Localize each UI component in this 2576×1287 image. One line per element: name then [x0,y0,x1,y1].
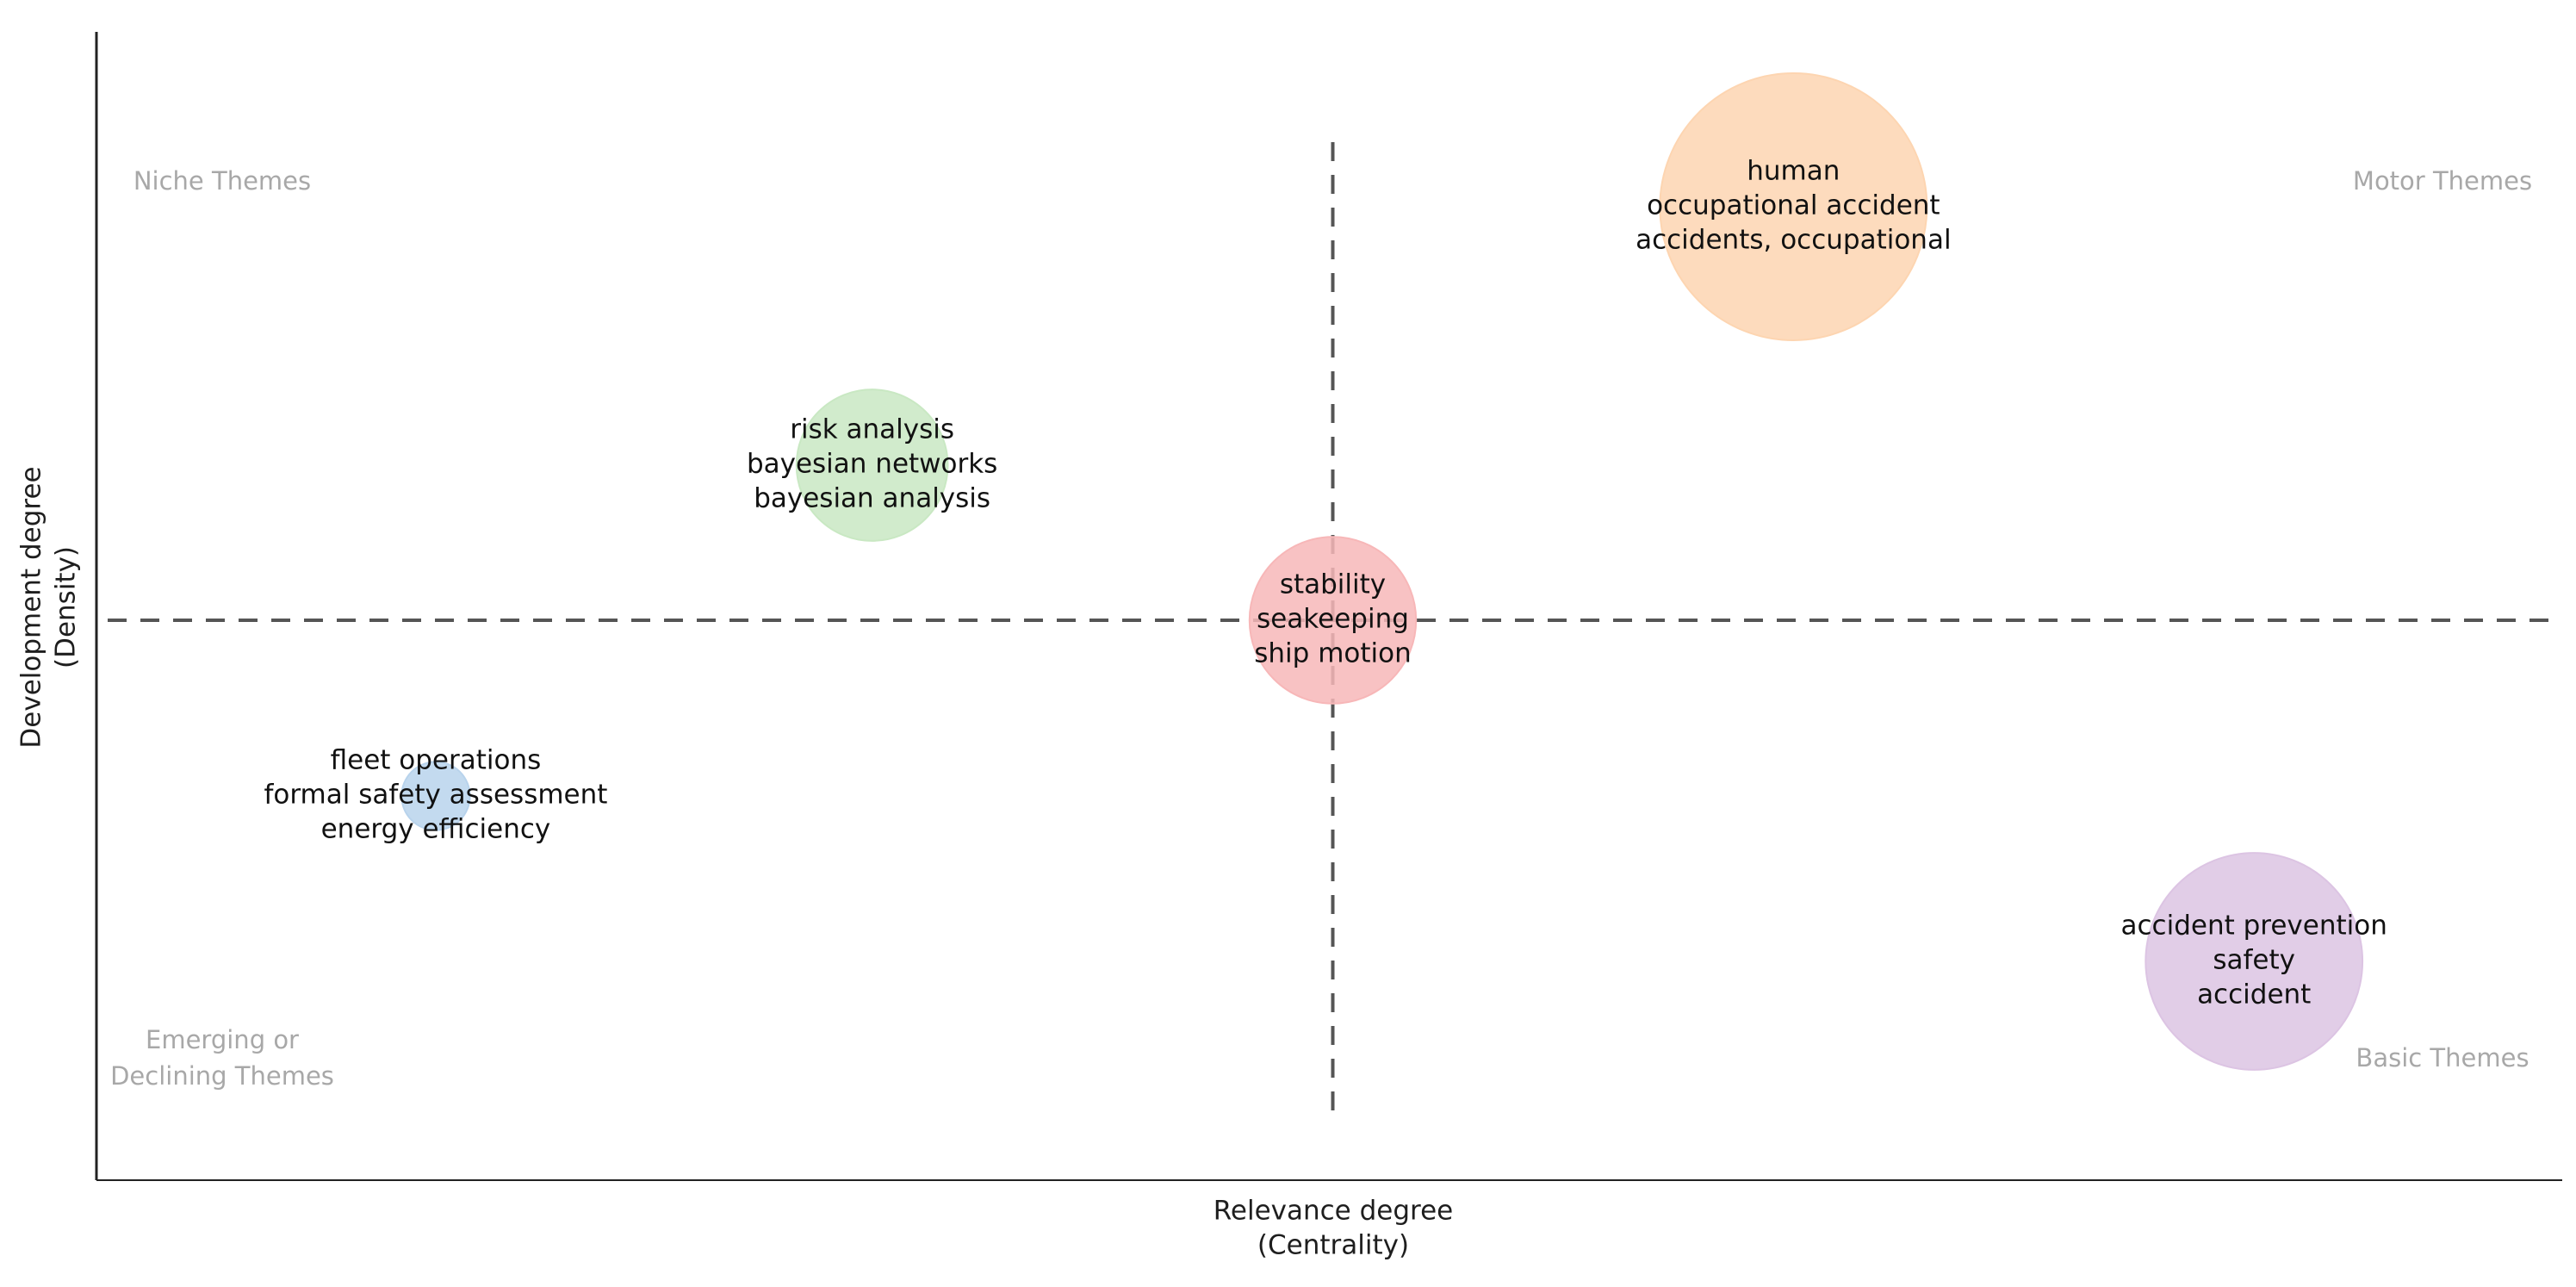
cluster-label-3-line: energy efficiency [321,814,551,845]
quadrant-label-motor-line: Motor Themes [2353,166,2532,196]
bubble-labels: human occupational accident accidents, occ… [264,156,2387,1010]
quadrant-label-emerging-line: Emerging or [146,1025,299,1054]
cluster-bubble-2 [1248,536,1418,705]
quadrant-label-emerging-line: Declining Themes [110,1061,334,1091]
cluster-label-2: stability seakeeping ship motion [1254,569,1412,669]
cluster-label-3: fleet operations formal safety assessment… [264,745,607,845]
cluster-label-4-line: accident prevention [2121,911,2387,942]
cluster-bubble-3 [400,761,471,831]
cluster-label-1: risk analysis bayesian networks bayesian a… [747,414,997,514]
quadrant-label-motor: Motor Themes [2353,166,2532,196]
quadrant-label-niche-line: Niche Themes [133,166,311,196]
quadrant-labels: Niche Themes Motor Themes Emerging or Decli… [110,166,2532,1091]
cluster-label-3-line: fleet operations [331,745,542,776]
cluster-label-1-line: bayesian analysis [754,483,990,514]
cluster-label-0: human occupational accident accidents, occ… [1636,156,1951,256]
quadrant-label-emerging: Emerging or Declining Themes [110,1025,334,1091]
cluster-label-4-line: accident [2197,979,2311,1010]
cluster-label-4-line: safety [2213,945,2295,976]
cluster-label-0-line: human [1747,156,1840,187]
cluster-label-0-line: accidents, occupational [1636,225,1951,256]
quadrant-label-niche: Niche Themes [133,166,311,196]
cluster-label-0-line: occupational accident [1647,190,1940,221]
cluster-label-3-line: formal safety assessment [264,780,607,811]
x-axis-title-line: (Centrality) [1257,1230,1409,1261]
axes: Relevance degree (Centrality) Development … [16,32,2562,1261]
cluster-bubble-4 [2145,852,2364,1071]
cluster-label-2-line: seakeeping [1257,604,1409,635]
cluster-bubble-1 [795,389,949,542]
cluster-label-1-line: bayesian networks [747,449,997,480]
cluster-label-1-line: risk analysis [790,414,954,445]
cluster-label-2-line: stability [1280,569,1386,600]
y-axis-title: Development degree (Density) [16,466,82,748]
bubbles [400,72,2364,1071]
x-axis-title-line: Relevance degree [1214,1196,1454,1227]
x-axis-title: Relevance degree (Centrality) [1214,1196,1454,1261]
y-axis-title-line: (Density) [51,546,82,668]
cluster-label-2-line: ship motion [1254,638,1412,669]
cluster-bubble-0 [1659,72,1928,341]
cluster-label-4: accident prevention safety accident [2121,911,2387,1010]
quadrant-label-basic: Basic Themes [2356,1043,2529,1072]
quadrant-label-basic-line: Basic Themes [2356,1043,2529,1072]
y-axis-title-line: Development degree [16,466,47,748]
